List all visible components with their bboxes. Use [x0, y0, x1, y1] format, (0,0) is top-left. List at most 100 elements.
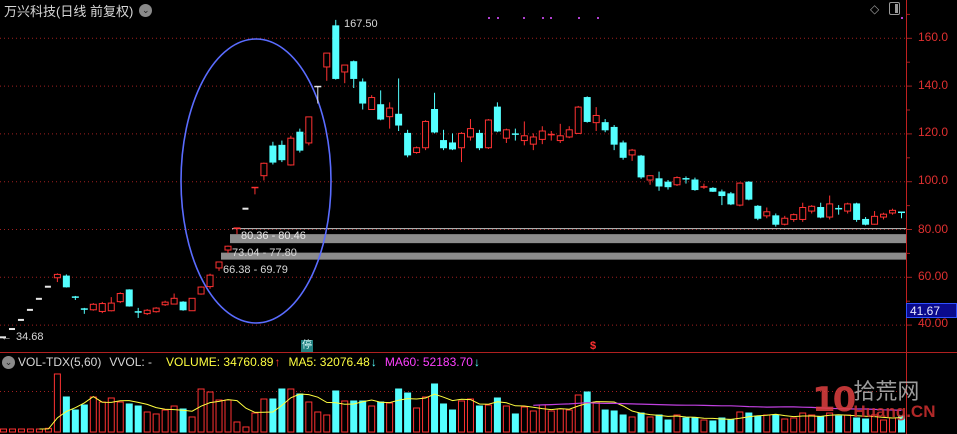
candle-body	[574, 106, 582, 134]
candle-body	[287, 137, 295, 166]
volume-bar	[404, 392, 412, 433]
volume-bar	[673, 414, 681, 433]
suspension-badge[interactable]: 停	[301, 340, 313, 352]
event-dot	[578, 17, 580, 19]
volume-bar	[116, 401, 124, 433]
candle-body	[215, 261, 223, 269]
diamond-icon[interactable]: ◇	[870, 2, 880, 16]
volume-bar	[170, 405, 178, 433]
event-dot	[597, 17, 599, 19]
gap-bar	[230, 234, 906, 244]
volume-bar	[790, 417, 798, 433]
volume-bar	[709, 420, 717, 433]
candle-body	[53, 273, 61, 279]
ma60-value: MA60: 52183.70	[384, 355, 473, 369]
volume-bar	[305, 401, 313, 433]
event-dot	[542, 17, 544, 19]
candle-body	[808, 205, 816, 212]
ma60-line	[533, 402, 902, 411]
candle-body	[709, 187, 717, 192]
low-price-label-arrow: ←	[1, 331, 12, 343]
volume-bar	[278, 388, 286, 433]
volume-bar	[26, 428, 34, 433]
volume-bar	[601, 409, 609, 433]
volume-bar	[727, 419, 735, 433]
volume-bar	[341, 400, 349, 433]
volume-bar	[431, 383, 439, 433]
volume-bar	[457, 400, 465, 433]
candle-body	[538, 130, 546, 140]
candle-body	[305, 116, 313, 144]
watermark-en: Huang.CN	[853, 401, 936, 421]
candle-body	[323, 52, 331, 68]
volume-bar	[413, 407, 421, 433]
candle-body	[727, 193, 735, 205]
arrow-down-icon: ↓	[370, 355, 377, 369]
candle-body	[395, 113, 403, 126]
volume-bar	[871, 414, 879, 433]
candle-body	[449, 142, 456, 150]
event-dot	[523, 17, 525, 19]
candle-body	[592, 114, 600, 124]
candle-body	[772, 215, 780, 225]
candle-body	[296, 131, 304, 151]
candle-body	[475, 132, 483, 149]
volume-bar	[511, 413, 519, 433]
volume-bar	[835, 415, 843, 433]
watermark-cn: 拾荒网	[853, 378, 920, 404]
volume-bar	[529, 410, 537, 433]
volume-bar	[350, 400, 358, 433]
chevron-down-icon[interactable]: ⌄	[139, 4, 153, 17]
vvol-value: VVOL: -	[109, 355, 153, 369]
volume-bar	[332, 390, 340, 433]
candle-body	[377, 104, 385, 120]
candle-body	[188, 297, 196, 312]
indicator-name[interactable]: VOL-TDX(5,60)	[18, 355, 102, 369]
volume-bar	[898, 415, 905, 433]
volume-bar	[17, 428, 25, 433]
candle-body	[673, 177, 681, 186]
volume-bar	[484, 404, 492, 433]
volume-bar	[152, 413, 160, 433]
panel-toggle-icon[interactable]	[889, 2, 901, 15]
candle-body	[799, 206, 807, 220]
event-dot	[488, 17, 490, 19]
candle-body	[826, 203, 834, 218]
candle-body	[422, 120, 430, 149]
candle-body	[269, 145, 277, 163]
volume-bar	[314, 411, 322, 433]
y-tick-label: 160.0	[918, 30, 949, 44]
candle-body	[152, 307, 160, 313]
candle-body	[143, 309, 151, 315]
chevron-down-icon[interactable]: ⌄	[2, 355, 15, 369]
event-markers	[488, 17, 903, 19]
candle-body	[691, 179, 699, 191]
watermark-number: 10	[812, 380, 856, 420]
candle-body	[466, 128, 474, 138]
volume-bar	[368, 405, 376, 433]
volume-bar	[440, 403, 448, 433]
candle-body	[637, 155, 645, 178]
volume-bar	[71, 409, 79, 433]
volume-bar	[565, 409, 573, 433]
candle-body	[628, 149, 636, 156]
candlestick-series	[0, 19, 905, 339]
candle-body	[278, 144, 286, 161]
volume-bar	[637, 412, 645, 433]
candle-body	[718, 191, 726, 197]
volume-bar	[188, 416, 196, 433]
candle-body	[332, 25, 340, 79]
volume-bar	[799, 412, 807, 433]
candle-body	[610, 126, 618, 145]
volume-bar	[89, 396, 97, 433]
candle-body	[844, 203, 852, 212]
volume-bar	[628, 416, 636, 433]
volume-bar	[493, 397, 501, 433]
volume-bar	[269, 398, 277, 433]
candle-body	[98, 303, 106, 312]
price-grid	[0, 13, 912, 392]
candle-body	[655, 178, 663, 187]
volume-bar	[53, 373, 61, 433]
volume-bar	[242, 426, 250, 433]
dividend-marker[interactable]: $	[590, 340, 597, 352]
